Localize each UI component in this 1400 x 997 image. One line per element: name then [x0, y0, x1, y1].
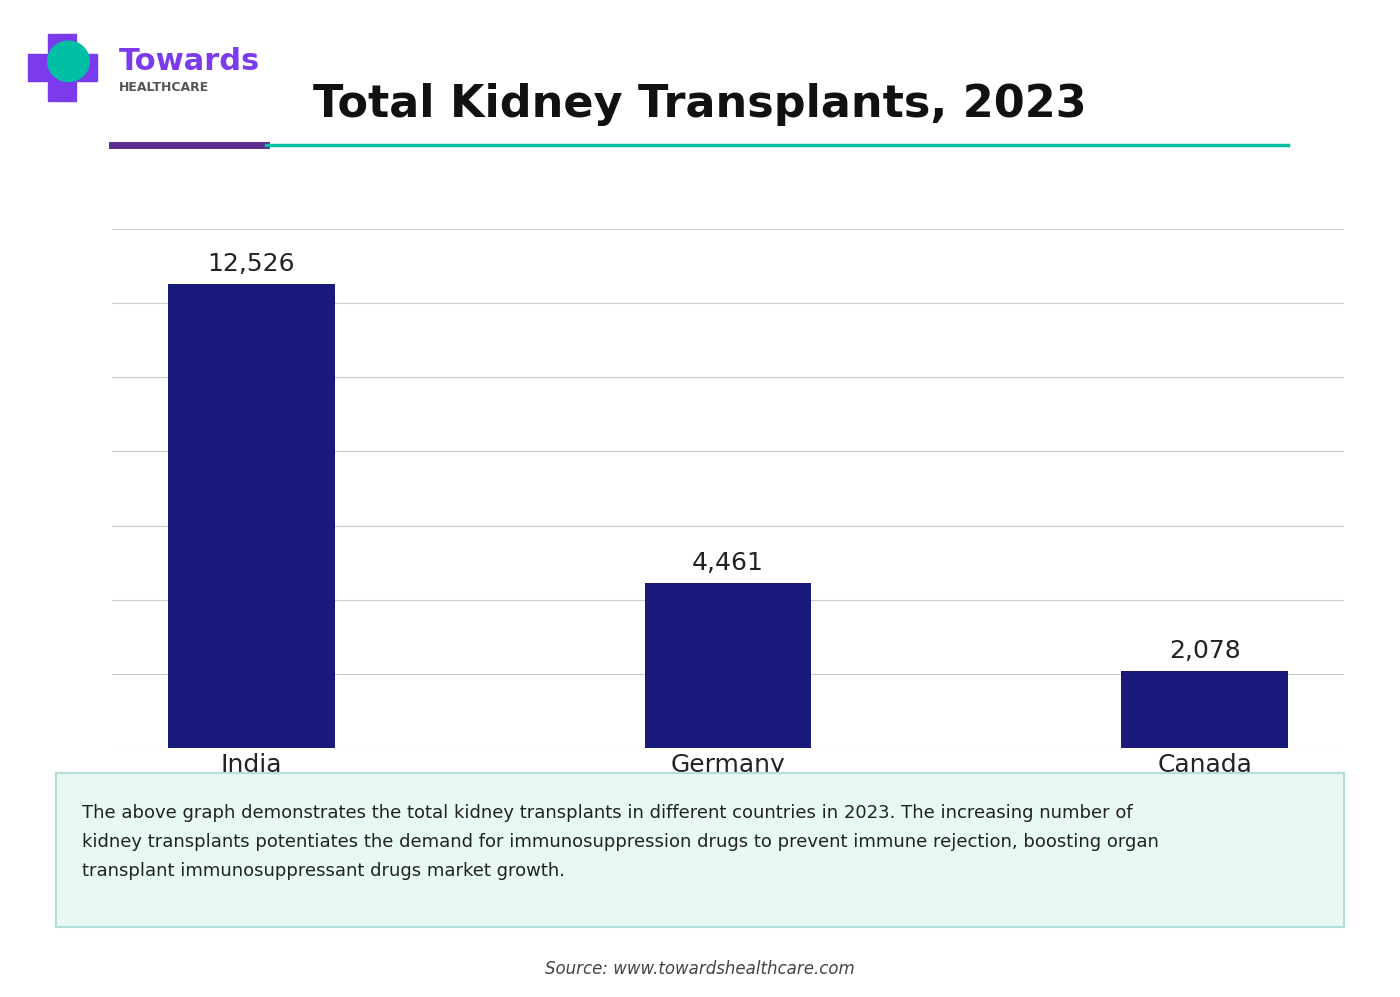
Text: Source: www.towardshealthcare.com: Source: www.towardshealthcare.com [545, 960, 855, 978]
Text: 12,526: 12,526 [207, 252, 295, 276]
Bar [49, 34, 76, 101]
Text: Towards: Towards [119, 47, 260, 77]
Bar [644, 582, 812, 748]
Circle shape [48, 41, 90, 82]
Bar [168, 284, 335, 748]
Text: 2,078: 2,078 [1169, 639, 1240, 663]
Text: HEALTHCARE: HEALTHCARE [119, 81, 209, 95]
Text: 4,461: 4,461 [692, 551, 764, 575]
Bar [1121, 671, 1288, 748]
Bar [28, 54, 97, 81]
Text: The above graph demonstrates the total kidney transplants in different countries: The above graph demonstrates the total k… [81, 804, 1159, 880]
Text: Total Kidney Transplants, 2023: Total Kidney Transplants, 2023 [314, 83, 1086, 127]
